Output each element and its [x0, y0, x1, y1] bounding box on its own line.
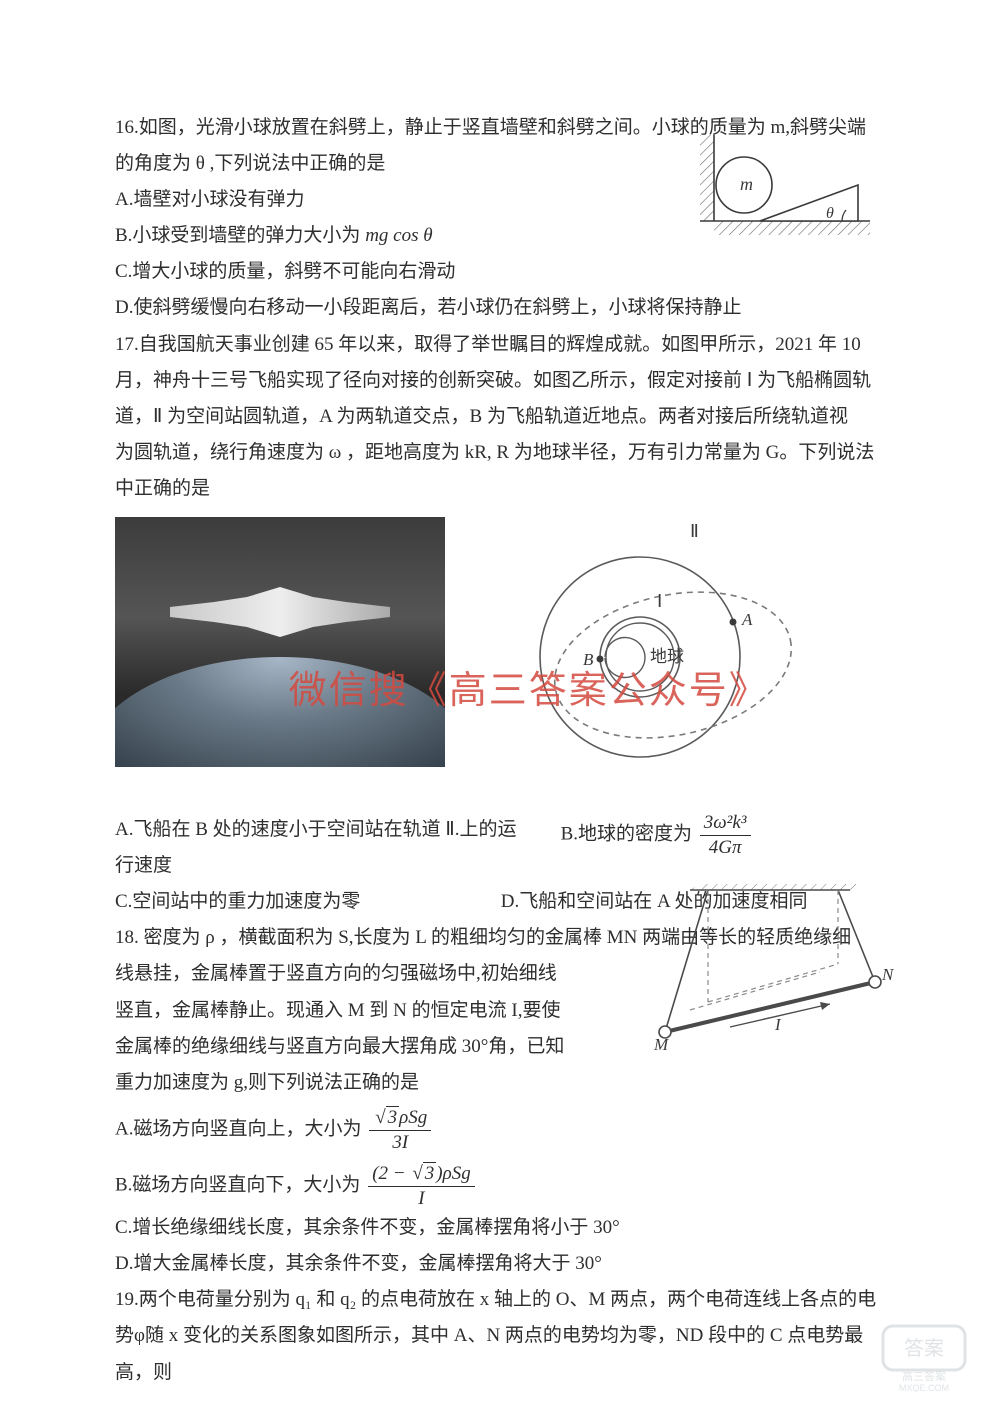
- q18-optB-prefix: B.磁场方向竖直向下，大小为: [115, 1175, 360, 1196]
- q18-optA-den: 3I: [369, 1131, 431, 1154]
- q18-label-M: M: [653, 1035, 669, 1052]
- q18-figure: M N I: [620, 882, 900, 1052]
- q19-stem-line2: 势φ随 x 变化的关系图象如图所示，其中 A、N 两点的电势均为零，ND 段中的…: [115, 1318, 885, 1354]
- q18-optB-num: (2 − 3)ρSg: [368, 1163, 475, 1187]
- corner-mid: 高三答案: [902, 1369, 946, 1383]
- q18-option-a: A.磁场方向竖直向上，大小为 3ρSg 3I: [115, 1107, 575, 1154]
- corner-bottom: MXQE.COM: [899, 1383, 949, 1392]
- q16-option-d: D.使斜劈缓慢向右移动一小段距离后，若小球仍在斜劈上，小球将保持静止: [115, 290, 885, 326]
- q17-stem-line1: 17.自我国航天事业创建 65 年以来，取得了举世瞩目的辉煌成就。如图甲所示，2…: [115, 327, 885, 363]
- q17-option-b: B.地球的密度为 3ω²k³ 4Gπ: [561, 812, 885, 884]
- corner-watermark: 答案 高三答案 MXQE.COM: [877, 1322, 972, 1392]
- q17-optB-den: 4Gπ: [700, 836, 751, 859]
- q17-figure-row: 地球 Ⅰ Ⅱ A B: [115, 517, 885, 767]
- q17-options-row1: A.飞船在 B 处的速度小于空间站在轨道 Ⅱ.上的运行速度 B.地球的密度为 3…: [115, 812, 885, 884]
- q18-optA-num: 3ρSg: [369, 1107, 431, 1131]
- q17-earth-label: 地球: [650, 647, 684, 666]
- q17-stem-line5: 中正确的是: [115, 471, 885, 507]
- q18-stem-line2: 线悬挂，金属棒置于竖直方向的匀强磁场中,初始细线: [115, 956, 575, 992]
- q17-orbit-figure: 地球 Ⅰ Ⅱ A B: [475, 517, 835, 767]
- corner-top: 答案: [904, 1337, 944, 1360]
- q17-photo-jia: [115, 517, 445, 767]
- q17-optB-fraction: 3ω²k³ 4Gπ: [700, 812, 751, 859]
- q17-stem-line2: 月，神舟十三号飞船实现了径向对接的创新突破。如图乙所示，假定对接前 Ⅰ 为飞船椭…: [115, 363, 885, 399]
- q17-option-c: C.空间站中的重力加速度为零: [115, 884, 461, 920]
- q17-stem-line3: 道，Ⅱ 为空间站圆轨道，A 为两轨道交点，B 为飞船轨道近地点。两者对接后所绕轨…: [115, 399, 885, 435]
- q18-optB-den: I: [368, 1187, 475, 1210]
- q16-mass-label: m: [740, 174, 753, 194]
- exam-page: 16.如图，光滑小球放置在斜劈上，静止于竖直墙壁和斜劈之间。小球的质量为 m,斜…: [0, 0, 1000, 1414]
- q16-option-c: C.增大小球的质量，斜劈不可能向右滑动: [115, 254, 885, 290]
- q18-option-d: D.增大金属棒长度，其余条件不变，金属棒摆角将大于 30°: [115, 1246, 885, 1282]
- q18-optA-prefix: A.磁场方向竖直向上，大小为: [115, 1118, 361, 1139]
- q17-optB-num: 3ω²k³: [700, 812, 751, 836]
- q17-stem-line4: 为圆轨道，绕行角速度为 ω ，距地高度为 kR, R 为地球半径，万有引力常量为…: [115, 435, 885, 471]
- q17-label-II: Ⅱ: [690, 521, 699, 541]
- q18-text-block: 线悬挂，金属棒置于竖直方向的匀强磁场中,初始细线 竖直，金属棒静止。现通入 M …: [115, 956, 575, 1210]
- q18-label-N: N: [881, 965, 895, 984]
- q17-label-I: Ⅰ: [657, 591, 662, 611]
- q17-option-a: A.飞船在 B 处的速度小于空间站在轨道 Ⅱ.上的运行速度: [115, 812, 521, 884]
- q18-label-I: I: [774, 1015, 782, 1034]
- q18-stem-line5: 重力加速度为 g,则下列说法正确的是: [115, 1065, 575, 1101]
- q16-optB-expr: mg cos θ: [365, 225, 432, 246]
- q18-option-c: C.增长绝缘细线长度，其余条件不变，金属棒摆角将小于 30°: [115, 1210, 885, 1246]
- q18-stem-line3: 竖直，金属棒静止。现通入 M 到 N 的恒定电流 I,要使: [115, 993, 575, 1029]
- q17-label-A: A: [741, 610, 753, 629]
- q19-stem-line3: 高，则: [115, 1355, 885, 1391]
- q18-optA-fraction: 3ρSg 3I: [369, 1107, 431, 1154]
- q16-angle-label: θ: [826, 205, 834, 222]
- q19-stem-line1: 19.两个电荷量分别为 q₁ 和 q₂ 的点电荷放在 x 轴上的 O、M 两点，…: [115, 1282, 885, 1318]
- q17-optB-prefix: B.地球的密度为: [561, 824, 692, 845]
- q18-option-b: B.磁场方向竖直向下，大小为 (2 − 3)ρSg I: [115, 1163, 575, 1210]
- q17-label-B: B: [583, 650, 594, 669]
- q18-optB-fraction: (2 − 3)ρSg I: [368, 1163, 475, 1210]
- q16-optB-prefix: B.小球受到墙壁的弹力大小为: [115, 225, 365, 246]
- q16-figure: m θ: [700, 135, 870, 235]
- q18-stem-line4: 金属棒的绝缘细线与竖直方向最大摆角成 30°角，已知: [115, 1029, 575, 1065]
